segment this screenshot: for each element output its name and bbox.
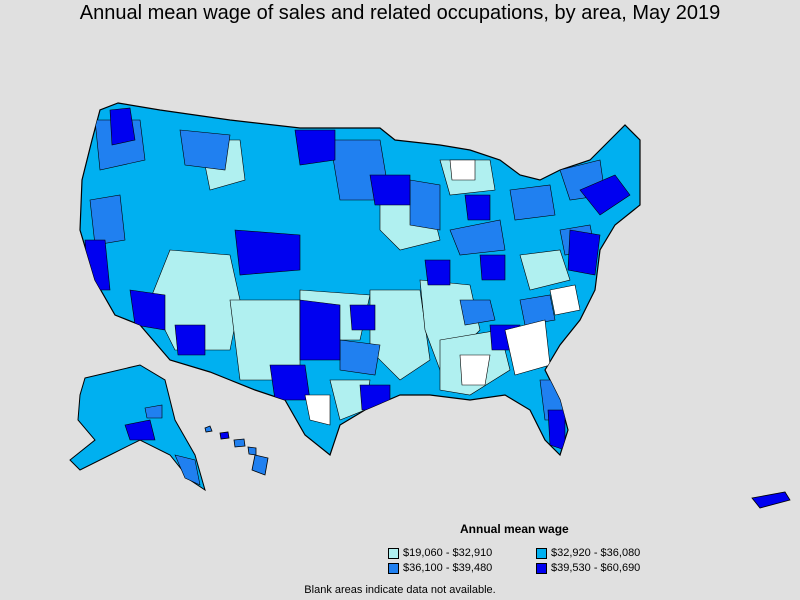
hawaii (204, 425, 269, 476)
legend-swatch-1 (388, 547, 399, 559)
alaska (69, 364, 206, 492)
legend-label-3: $36,100 - $39,480 (403, 562, 493, 574)
region-no-data (304, 159, 581, 426)
legend: $19,060 - $32,910 $32,920 - $36,080 $36,… (388, 547, 688, 574)
legend-item-4: $39,530 - $60,690 (536, 562, 686, 574)
legend-item-3: $36,100 - $39,480 (388, 562, 536, 574)
footnote: Blank areas indicate data not available. (304, 584, 496, 596)
legend-label-4: $39,530 - $60,690 (551, 562, 641, 574)
region-high-wage (84, 107, 631, 451)
legend-label-1: $19,060 - $32,910 (403, 547, 493, 559)
legend-swatch-3 (388, 562, 399, 574)
legend-label-2: $32,920 - $36,080 (551, 547, 641, 559)
legend-item-1: $19,060 - $32,910 (388, 547, 536, 559)
puerto-rico (751, 491, 791, 509)
map-title: Annual mean wage of sales and related oc… (79, 2, 721, 24)
legend-swatch-2 (536, 547, 547, 559)
legend-swatch-4 (536, 562, 547, 574)
contiguous-us (79, 102, 641, 457)
legend-title: Annual mean wage (460, 522, 569, 536)
region-mid-high-wage (89, 119, 606, 421)
legend-item-2: $32,920 - $36,080 (536, 547, 686, 559)
